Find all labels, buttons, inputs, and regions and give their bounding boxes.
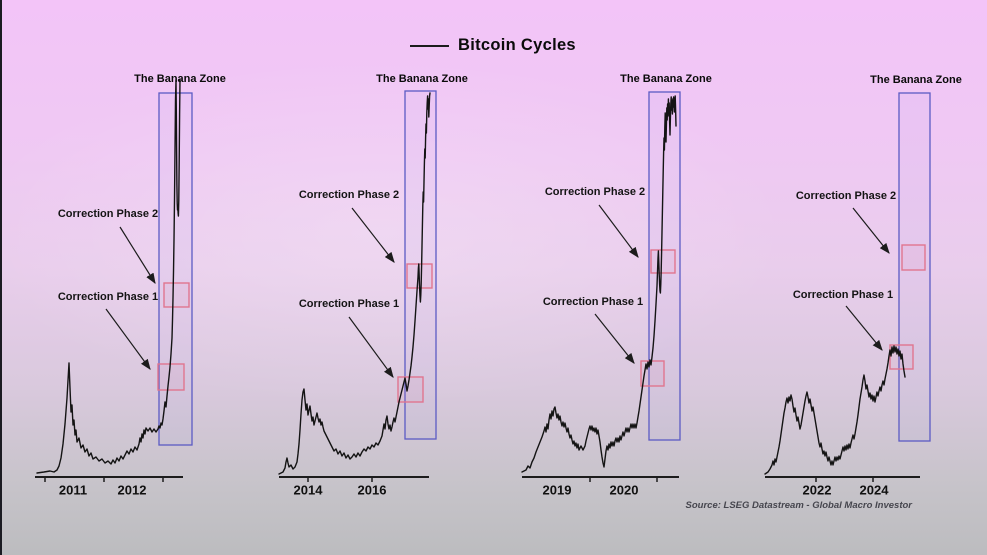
correction-phase-1-arrow <box>105 308 151 370</box>
correction-phase-2-box <box>406 263 433 289</box>
chart-title-group: Bitcoin Cycles <box>410 36 576 55</box>
correction-phase-1-label: Correction Phase 1 <box>542 296 644 308</box>
chart-title: Bitcoin Cycles <box>458 36 576 54</box>
correction-phase-2-label: Correction Phase 2 <box>544 186 646 198</box>
correction-phase-1-box <box>889 344 914 370</box>
correction-phase-1-label: Correction Phase 1 <box>57 291 159 303</box>
bitcoin-price-line <box>521 95 677 473</box>
x-axis-tick-label: 2022 <box>802 482 832 498</box>
banana-zone-box <box>158 92 193 446</box>
legend-line-icon <box>410 44 449 47</box>
bitcoin-price-line <box>764 345 906 475</box>
x-axis-tick-label: 2019 <box>542 482 572 498</box>
x-axis-tick-label: 2011 <box>58 482 88 498</box>
banana-zone-label: The Banana Zone <box>376 73 468 85</box>
correction-phase-2-label: Correction Phase 2 <box>57 208 159 220</box>
bitcoin-price-line <box>278 92 431 475</box>
banana-zone-label: The Banana Zone <box>620 73 712 85</box>
correction-phase-2-box <box>650 249 676 274</box>
banana-zone-label: The Banana Zone <box>870 74 962 86</box>
x-axis-tick-label: 2016 <box>357 482 387 498</box>
correction-phase-1-box <box>640 360 665 387</box>
banana-zone-box <box>648 91 681 441</box>
bitcoin-price-line <box>36 79 181 474</box>
correction-phase-2-arrow <box>351 207 395 263</box>
banana-zone-box <box>898 92 931 442</box>
x-axis-tick-label: 2014 <box>293 482 323 498</box>
correction-phase-2-box <box>901 244 926 271</box>
correction-phase-2-arrow <box>119 226 156 285</box>
correction-phase-1-arrow <box>594 313 635 364</box>
correction-phase-2-box <box>163 282 190 308</box>
correction-phase-2-arrow <box>852 207 890 254</box>
correction-phase-1-label: Correction Phase 1 <box>298 298 400 310</box>
correction-phase-1-arrow <box>845 305 883 351</box>
correction-phase-1-arrow <box>348 316 394 378</box>
x-axis-tick-label: 2024 <box>859 482 889 498</box>
correction-phase-1-label: Correction Phase 1 <box>792 289 894 301</box>
correction-phase-2-label: Correction Phase 2 <box>298 189 400 201</box>
correction-phase-1-box <box>157 363 185 391</box>
correction-phase-1-box <box>397 376 424 403</box>
banana-zone-label: The Banana Zone <box>134 73 226 85</box>
x-axis-tick-label: 2020 <box>609 482 639 498</box>
banana-zone-box <box>404 90 437 440</box>
correction-phase-2-label: Correction Phase 2 <box>795 190 897 202</box>
correction-phase-2-arrow <box>598 204 639 258</box>
x-axis-tick-label: 2012 <box>117 482 147 498</box>
source-credit: Source: LSEG Datastream - Global Macro I… <box>685 500 912 511</box>
